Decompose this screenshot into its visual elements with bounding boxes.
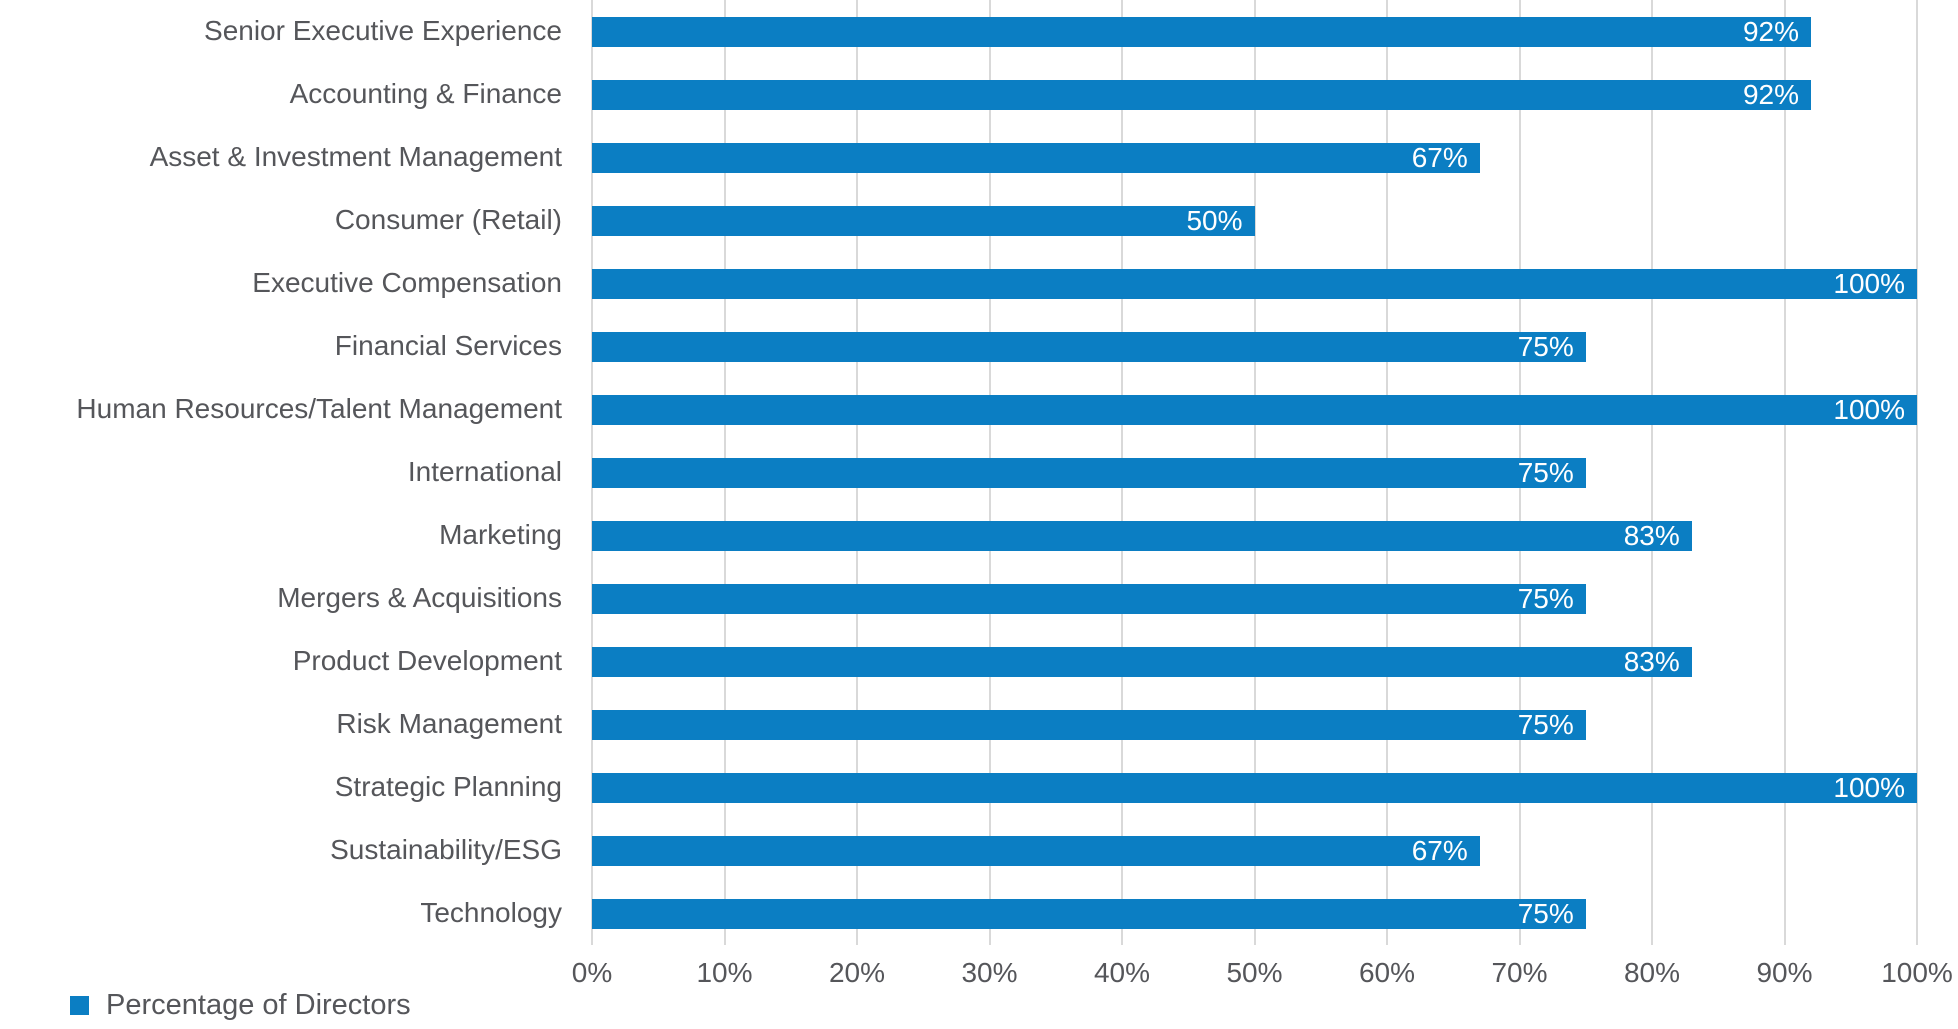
x-axis-tick-label: 0%	[571, 957, 613, 988]
chart-row: Strategic Planning 100%	[0, 756, 1958, 819]
bar-value-label: 75%	[1517, 456, 1574, 488]
bar-value-label: 100%	[1833, 771, 1905, 803]
bar-track: 83%	[592, 645, 1917, 677]
bar-track: 75%	[592, 330, 1917, 362]
category-label: Technology	[420, 897, 562, 929]
bar-track: 75%	[592, 456, 1917, 488]
bar-track: 83%	[592, 519, 1917, 551]
bar-track: 92%	[592, 15, 1917, 47]
bar: 75%	[592, 456, 1586, 488]
x-axis-tick-label: 90%	[1756, 957, 1813, 988]
x-axis-tick-label: 30%	[961, 957, 1018, 988]
chart-row: Accounting & Finance 92%	[0, 63, 1958, 126]
bar: 92%	[592, 15, 1811, 47]
gridline	[1783, 0, 1786, 945]
bar-track: 100%	[592, 267, 1917, 299]
category-label: Product Development	[292, 645, 562, 677]
bar-value-label: 50%	[1186, 204, 1243, 236]
category-label: Strategic Planning	[334, 771, 562, 803]
bar-track: 75%	[592, 897, 1917, 929]
legend-label: Percentage of Directors	[106, 988, 411, 1021]
x-axis-tick-label: 60%	[1358, 957, 1416, 988]
bar: 100%	[592, 393, 1917, 425]
chart-row: Executive Compensation 100%	[0, 252, 1958, 315]
category-label: Sustainability/ESG	[330, 834, 562, 866]
bar: 75%	[592, 330, 1586, 362]
chart-row: Consumer (Retail) 50%	[0, 189, 1958, 252]
bar-value-label: 100%	[1833, 393, 1905, 425]
bar-value-label: 92%	[1742, 15, 1799, 47]
category-label: Executive Compensation	[252, 267, 562, 299]
bar-value-label: 75%	[1517, 582, 1574, 614]
bar-track: 100%	[592, 771, 1917, 803]
bar-value-label: 67%	[1411, 141, 1468, 173]
chart-rows: Senior Executive Experience 92% Accounti…	[0, 0, 1958, 945]
category-label: Mergers & Acquisitions	[277, 582, 562, 614]
x-axis-tick-label: 40%	[1093, 957, 1151, 988]
bar: 100%	[592, 771, 1917, 803]
chart-row: Senior Executive Experience 92%	[0, 0, 1958, 63]
bar-value-label: 100%	[1833, 267, 1905, 299]
bar-value-label: 83%	[1623, 519, 1680, 551]
bar-track: 75%	[592, 708, 1917, 740]
bar-track: 67%	[592, 141, 1917, 173]
bar: 75%	[592, 708, 1586, 740]
chart-row: Asset & Investment Management 67%	[0, 126, 1958, 189]
bar-value-label: 67%	[1411, 834, 1468, 866]
chart-row: International 75%	[0, 441, 1958, 504]
category-label: Accounting & Finance	[289, 78, 562, 110]
chart-row: Human Resources/Talent Management 100%	[0, 378, 1958, 441]
chart-row: Marketing 83%	[0, 504, 1958, 567]
bar-value-label: 92%	[1742, 78, 1799, 110]
x-axis-tick-label: 80%	[1623, 957, 1681, 988]
bar: 83%	[592, 519, 1692, 551]
category-label: International	[407, 456, 562, 488]
bar-track: 50%	[592, 204, 1917, 236]
bar: 83%	[592, 645, 1692, 677]
bar-value-label: 83%	[1623, 645, 1680, 677]
chart-row: Financial Services 75%	[0, 315, 1958, 378]
chart-row: Technology 75%	[0, 882, 1958, 945]
x-axis-tick-label: 70%	[1491, 957, 1548, 988]
chart-row: Mergers & Acquisitions 75%	[0, 567, 1958, 630]
bar-track: 92%	[592, 78, 1917, 110]
category-label: Senior Executive Experience	[204, 15, 562, 47]
bar-value-label: 75%	[1517, 708, 1574, 740]
category-label: Financial Services	[334, 330, 562, 362]
bar-value-label: 75%	[1517, 897, 1574, 929]
bar: 75%	[592, 582, 1586, 614]
category-label: Asset & Investment Management	[149, 141, 562, 173]
x-axis-tick-label: 10%	[696, 957, 753, 988]
bar-track: 75%	[592, 582, 1917, 614]
bar: 67%	[592, 834, 1480, 866]
bar-value-label: 75%	[1517, 330, 1574, 362]
bar: 75%	[592, 897, 1586, 929]
chart-row: Sustainability/ESG 67%	[0, 819, 1958, 882]
category-label: Risk Management	[336, 708, 562, 740]
x-axis-tick-label: 20%	[828, 957, 886, 988]
bar: 92%	[592, 78, 1811, 110]
category-label: Human Resources/Talent Management	[76, 393, 562, 425]
x-axis-tick-label: 50%	[1226, 957, 1283, 988]
x-axis-tick-label: 100%	[1881, 957, 1953, 988]
bar-track: 67%	[592, 834, 1917, 866]
bar: 50%	[592, 204, 1255, 236]
bar: 100%	[592, 267, 1917, 299]
bar-track: 100%	[592, 393, 1917, 425]
category-label: Consumer (Retail)	[334, 204, 562, 236]
chart-row: Product Development 83%	[0, 630, 1958, 693]
legend: Percentage of Directors	[70, 986, 411, 1024]
legend-swatch-icon	[70, 995, 89, 1015]
chart-row: Risk Management 75%	[0, 693, 1958, 756]
gridline	[1916, 0, 1918, 945]
category-label: Marketing	[439, 519, 562, 551]
x-axis: 0% 10% 20% 30% 40% 50% 60% 70% 80% 90% 100%	[572, 945, 1953, 997]
bar: 67%	[592, 141, 1480, 173]
gridline	[1651, 0, 1653, 945]
